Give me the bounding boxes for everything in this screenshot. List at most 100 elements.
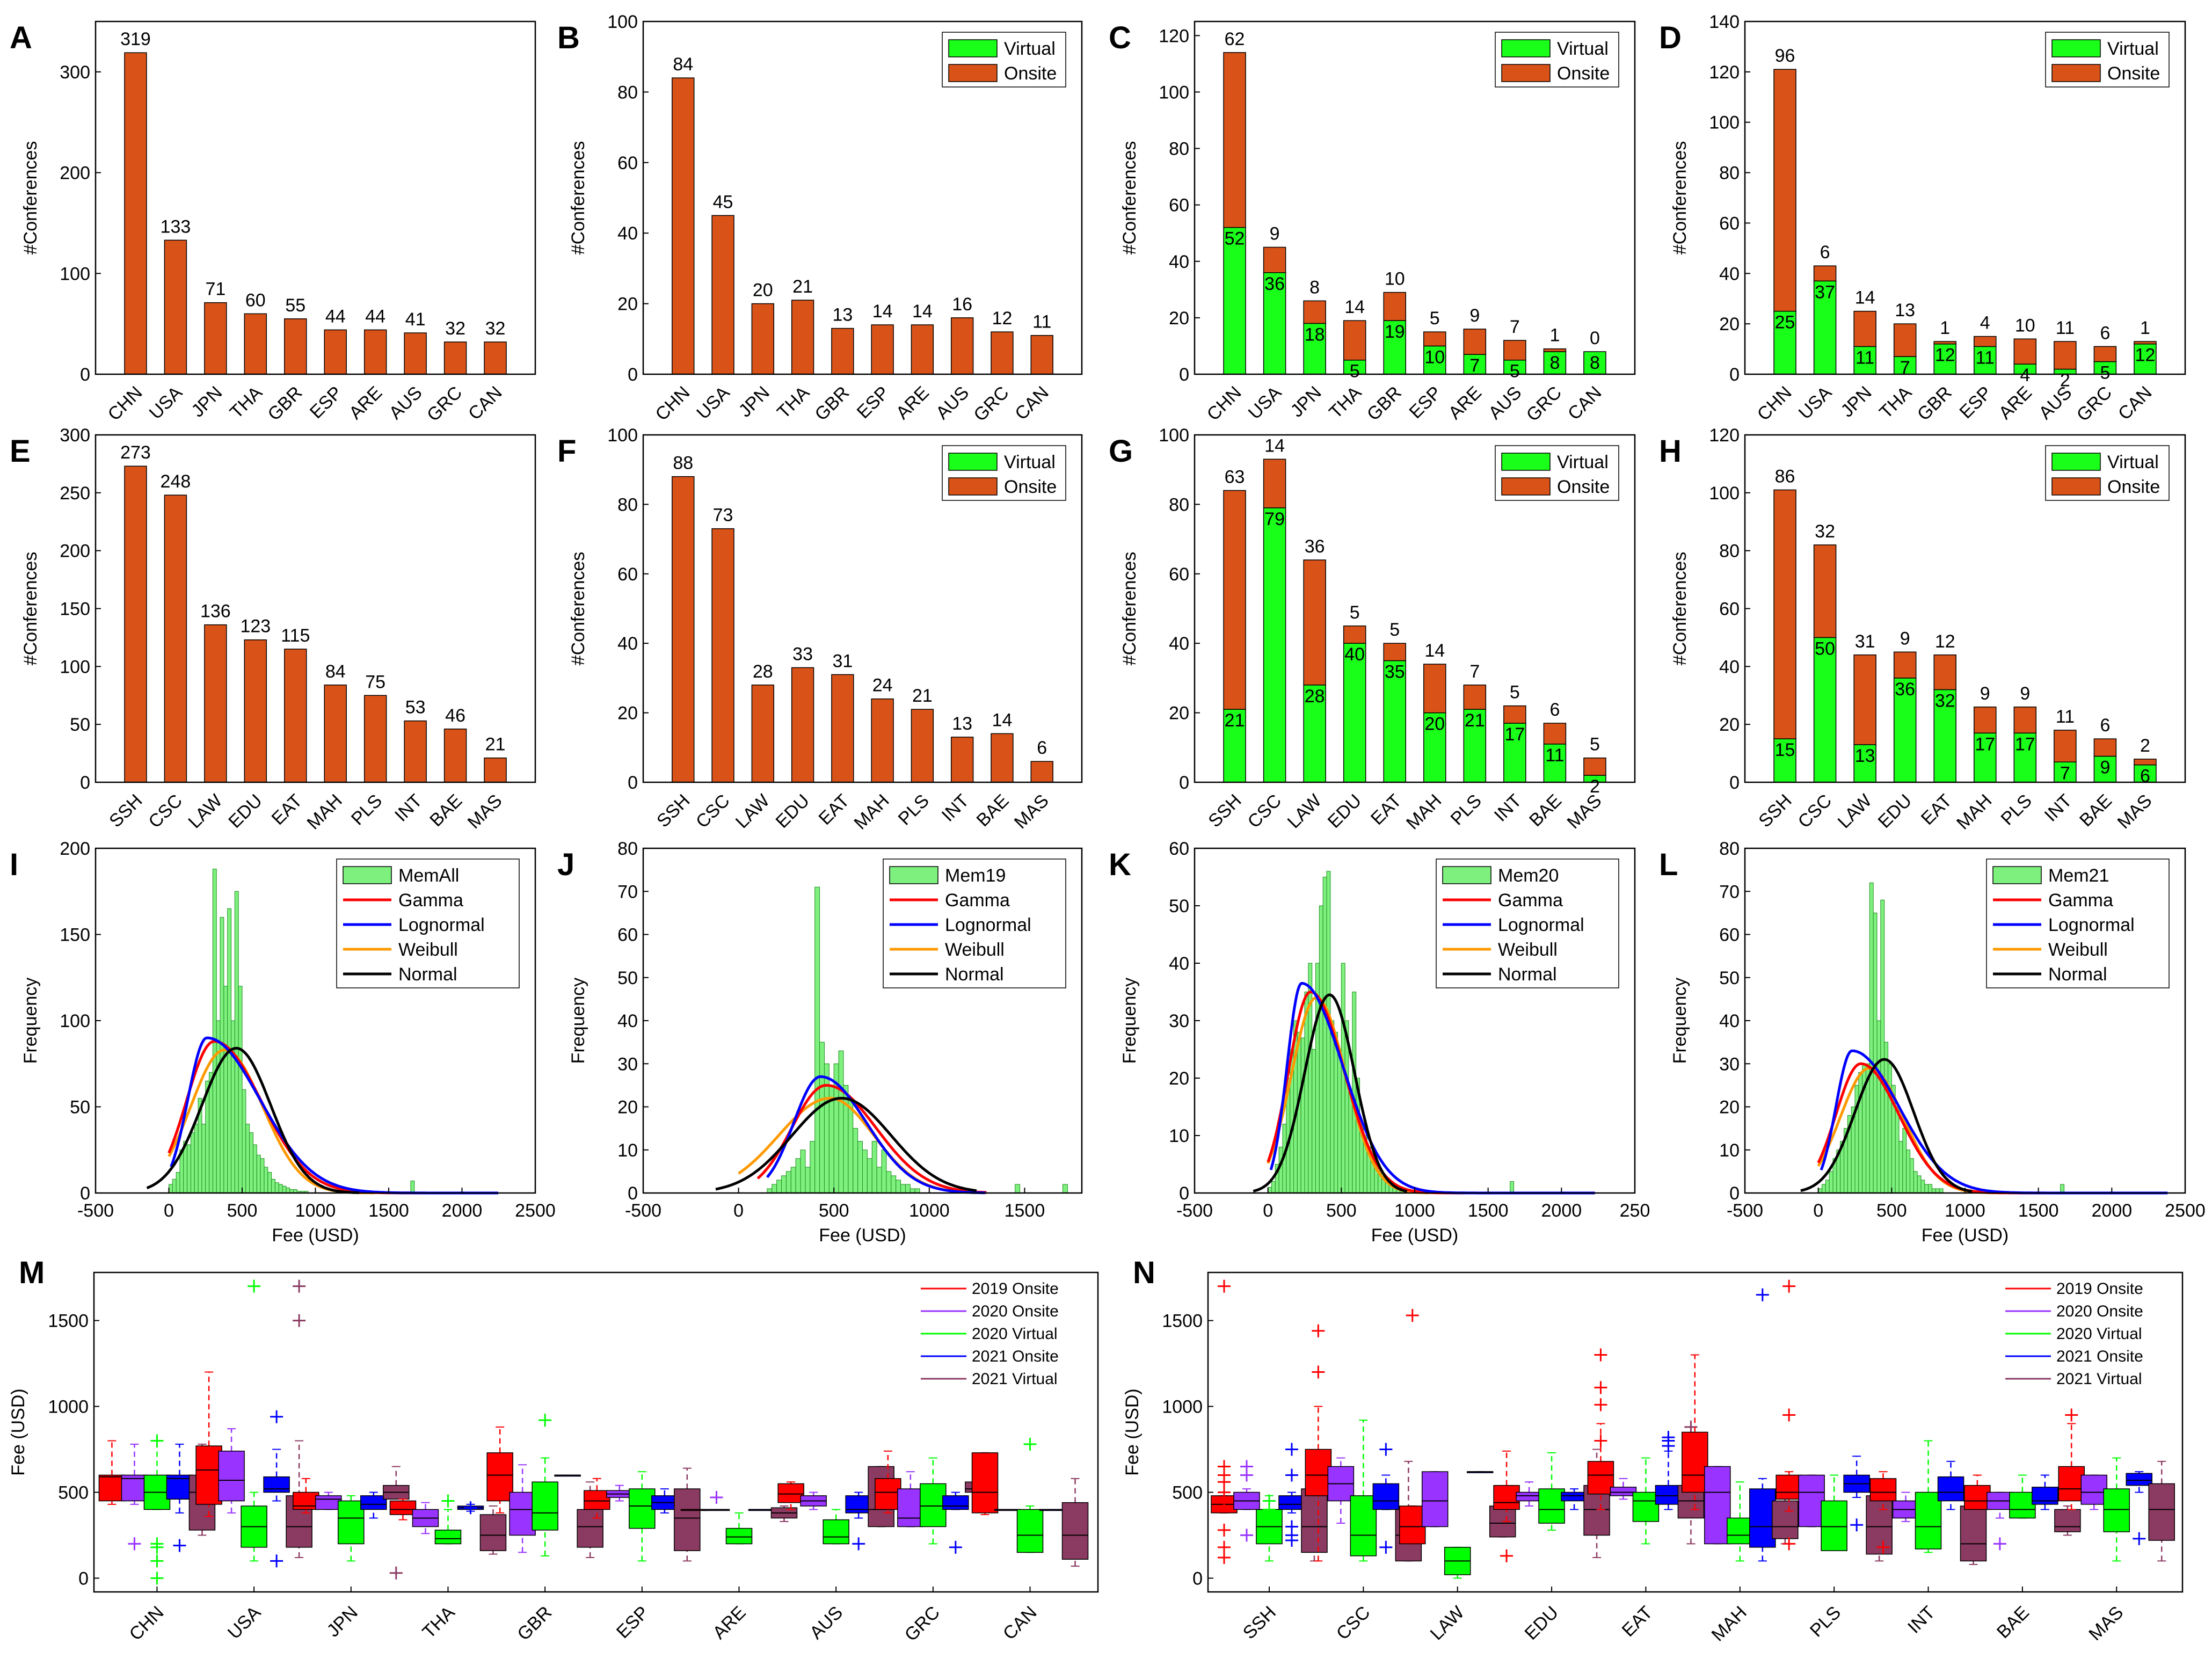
outlier-marker (1782, 1537, 1796, 1551)
bar-value-label: 13 (832, 305, 853, 325)
legend-entry: 2021 Onsite (972, 1348, 1059, 1365)
fit-curve-normal (1253, 993, 1408, 1193)
x-axis-label: Fee (USD) (1371, 1225, 1458, 1246)
legend-entry: Weibull (945, 940, 1005, 960)
box (315, 1495, 342, 1510)
bar-value-label: 21 (485, 734, 506, 755)
box (389, 1500, 417, 1515)
bar-label-onsite: 9 (1980, 683, 1990, 704)
y-tick-label: 500 (58, 1482, 89, 1503)
box (1278, 1495, 1305, 1510)
bar-label-onsite: 14 (1855, 288, 1875, 308)
legend-swatch (2051, 477, 2101, 496)
bar-onsite (1223, 52, 1246, 228)
bar-onsite (1583, 757, 1606, 776)
hist-bar (810, 1141, 816, 1194)
panel-A-axes-box (94, 20, 536, 375)
y-tick-label: 60 (1719, 213, 1740, 234)
bar-onsite (1503, 340, 1526, 361)
box (1776, 1474, 1802, 1500)
hist-bar (1297, 1031, 1301, 1194)
legend-swatch (2051, 39, 2101, 57)
y-tick-label: 0 (1192, 1568, 1203, 1589)
bar-onsite (1223, 490, 1246, 710)
hist-bar (187, 1144, 191, 1194)
outlier-marker (1312, 1324, 1325, 1337)
box (2148, 1483, 2175, 1541)
bar-value-label: 53 (405, 697, 426, 718)
y-tick-label: 120 (1159, 26, 1189, 46)
y-tick-label: 150 (60, 599, 90, 620)
bar (791, 667, 814, 783)
outlier-marker (173, 1539, 186, 1552)
panel-letter: H (1659, 434, 1682, 469)
x-tick-label: -500 (1176, 1201, 1213, 1221)
y-tick-label: 100 (1159, 425, 1189, 446)
panel-letter: C (1109, 20, 1131, 55)
panel-letter: F (557, 434, 576, 469)
outlier-marker (1379, 1540, 1393, 1554)
hist-bar (410, 1181, 415, 1194)
fit-curve-normal (1800, 1058, 1973, 1193)
bar-label-virtual: 17 (2015, 734, 2035, 754)
box (942, 1495, 969, 1510)
legend-swatch (1501, 477, 1551, 496)
box (971, 1452, 999, 1514)
box (2054, 1509, 2081, 1532)
legend-entry: 2019 Onsite (2056, 1280, 2143, 1298)
hist-bar (1888, 1063, 1892, 1194)
outlier-marker (1285, 1534, 1298, 1547)
bar (443, 729, 467, 783)
bar-value-label: 21 (912, 686, 933, 706)
bar-onsite (1893, 323, 1917, 357)
y-tick-label: 60 (1169, 564, 1189, 585)
bar (991, 331, 1014, 375)
bar (711, 528, 734, 783)
legend-entry: Virtual (1557, 452, 1609, 472)
bar-label-onsite: 5 (1590, 734, 1600, 755)
bar (951, 317, 974, 375)
bar-onsite (1974, 336, 1997, 347)
y-tick-label: 200 (60, 163, 90, 184)
hist-bar (853, 1128, 858, 1194)
bar-label-virtual: 2 (1590, 776, 1600, 797)
bar-onsite (2093, 346, 2117, 362)
box (823, 1519, 849, 1545)
bar-label-virtual: 8 (1549, 353, 1560, 373)
x-tick-label: 500 (227, 1201, 258, 1221)
bar-label-virtual: 10 (1424, 347, 1445, 367)
hist-bar (1876, 1020, 1881, 1194)
hist-bar (776, 1180, 782, 1194)
panel-C-axes-box (1194, 20, 1636, 375)
outlier-marker (2065, 1408, 2078, 1422)
bar-virtual (1383, 660, 1406, 783)
bar-value-label: 41 (405, 309, 426, 330)
outlier-marker (1217, 1523, 1231, 1537)
bar-virtual (1263, 272, 1286, 375)
y-tick-label: 0 (78, 1568, 89, 1589)
bar-onsite (1463, 685, 1487, 710)
outlier-marker (441, 1494, 455, 1508)
bar-label-onsite: 13 (1895, 300, 1915, 321)
y-tick-label: 0 (1729, 1183, 1740, 1204)
bar-value-label: 44 (325, 306, 346, 326)
bar-label-virtual: 17 (1975, 734, 1995, 754)
outlier-marker (270, 1410, 283, 1423)
hist-bar (824, 1063, 830, 1194)
bar-label-onsite: 62 (1225, 29, 1245, 49)
bar-label-virtual: 7 (1469, 355, 1480, 376)
panel-letter: E (10, 434, 31, 469)
bar-value-label: 20 (753, 280, 773, 301)
y-tick-label: 40 (617, 1011, 638, 1031)
y-tick-label: 60 (617, 564, 638, 585)
y-tick-label: 0 (1179, 365, 1189, 385)
hist-bar (1268, 1187, 1272, 1194)
y-tick-label: 60 (1719, 925, 1740, 945)
bar-label-virtual: 20 (1424, 714, 1445, 734)
bar-value-label: 14 (992, 710, 1013, 730)
box (897, 1488, 924, 1527)
hist-bar (190, 1132, 195, 1194)
bar-onsite (1773, 489, 1796, 739)
